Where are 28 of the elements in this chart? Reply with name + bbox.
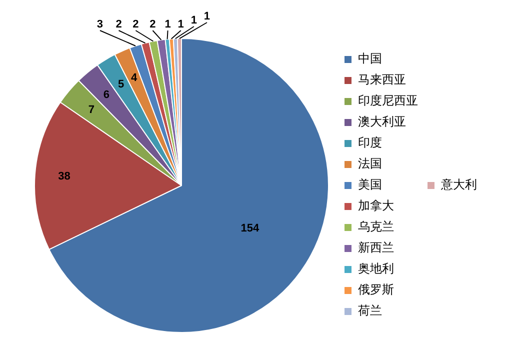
- legend-label: 俄罗斯: [358, 282, 394, 297]
- legend-label: 印度: [358, 136, 382, 150]
- data-label: 1: [190, 14, 197, 27]
- legend-label: 乌克兰: [358, 220, 394, 234]
- legend-label: 意大利: [440, 178, 477, 192]
- legend-label: 马来西亚: [358, 72, 406, 87]
- legend-label: 加拿大: [358, 198, 394, 213]
- data-label: 3: [96, 18, 104, 31]
- data-label: 5: [118, 78, 124, 91]
- legend-label: 奥地利: [358, 262, 394, 276]
- data-label: 38: [58, 170, 70, 183]
- data-label: 7: [88, 104, 95, 116]
- legend-label: 澳大利亚: [358, 114, 406, 129]
- legend-label: 新西兰: [358, 240, 394, 255]
- data-label: 2: [116, 18, 122, 31]
- legend-label: 美国: [358, 178, 382, 192]
- data-label: 6: [103, 88, 110, 101]
- data-label: 154: [240, 222, 260, 235]
- legend-label: 荷兰: [358, 304, 382, 318]
- legend-label: 中国: [358, 52, 382, 66]
- legend-label: 法国: [358, 156, 382, 171]
- data-label: 2: [150, 18, 156, 31]
- data-label: 2: [132, 18, 139, 31]
- data-label: 1: [164, 18, 171, 31]
- legend-label: 印度尼西亚: [358, 94, 418, 108]
- data-label: 4: [131, 72, 138, 84]
- data-label: 1: [204, 10, 210, 23]
- data-label: 1: [178, 18, 184, 31]
